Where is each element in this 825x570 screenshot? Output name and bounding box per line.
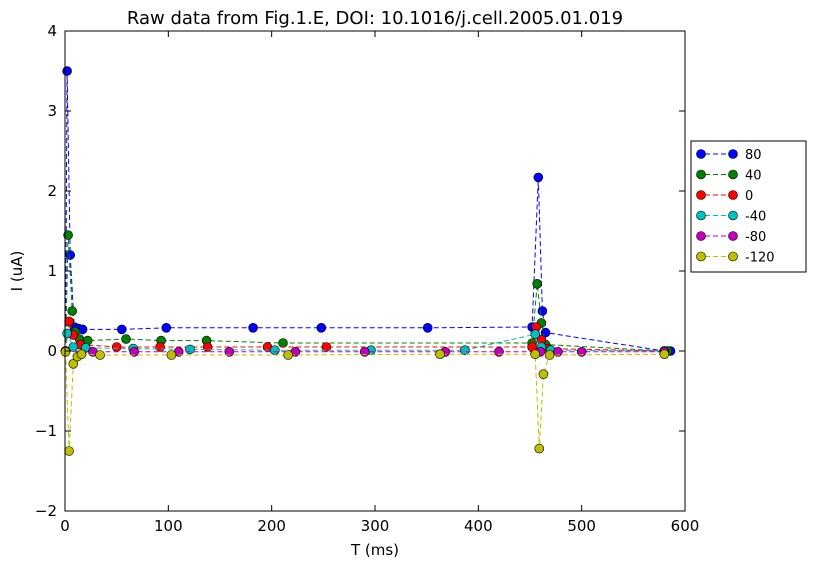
data-point bbox=[359, 346, 370, 357]
legend-label: -120 bbox=[745, 251, 775, 266]
x-tick-label: 300 bbox=[361, 517, 390, 535]
data-point bbox=[68, 342, 79, 352]
data-point bbox=[155, 342, 165, 352]
x-tick-label: 200 bbox=[257, 517, 286, 535]
y-tick-label: −1 bbox=[35, 422, 57, 440]
legend-marker bbox=[696, 169, 706, 180]
y-tick-label: 1 bbox=[47, 262, 57, 280]
data-point bbox=[117, 324, 127, 335]
legend-entry: 40 bbox=[696, 169, 762, 184]
data-point bbox=[129, 346, 139, 357]
data-point bbox=[283, 350, 294, 360]
legend-marker bbox=[728, 149, 738, 159]
data-point bbox=[161, 322, 172, 333]
legend-entry: -80 bbox=[696, 230, 766, 245]
y-tick-label: 4 bbox=[47, 22, 57, 40]
legend-label: 0 bbox=[745, 189, 753, 204]
legend-label: 80 bbox=[745, 148, 762, 163]
data-point bbox=[224, 346, 235, 357]
legend-marker bbox=[728, 251, 738, 262]
data-point bbox=[62, 66, 72, 76]
legend-entry: -120 bbox=[696, 251, 775, 266]
data-point bbox=[64, 446, 74, 456]
legend-label: 40 bbox=[745, 169, 762, 184]
data-point bbox=[553, 346, 563, 357]
data-point bbox=[494, 346, 504, 357]
ticks-layer: 0 100 200 300 400 500 600 −2 −1 0 1 2 3 4 bbox=[35, 22, 699, 535]
legend-entry: -40 bbox=[696, 210, 766, 225]
data-point bbox=[435, 349, 445, 360]
chart-title: Raw data from Fig.1.E, DOI: 10.1016/j.ce… bbox=[127, 8, 623, 29]
data-point bbox=[62, 328, 72, 339]
data-point bbox=[121, 334, 131, 344]
series-layer bbox=[60, 66, 676, 456]
data-point bbox=[316, 322, 327, 333]
y-axis-label: I (uA) bbox=[8, 251, 26, 292]
legend-marker bbox=[696, 251, 706, 262]
legend-box bbox=[690, 140, 807, 273]
y-tick-label: 2 bbox=[47, 182, 57, 200]
legend-label: -40 bbox=[745, 210, 766, 225]
data-point bbox=[460, 345, 470, 356]
data-point bbox=[95, 350, 105, 360]
data-point bbox=[544, 350, 555, 360]
data-point bbox=[269, 345, 280, 356]
data-point bbox=[67, 306, 77, 316]
legend-marker bbox=[728, 231, 738, 241]
data-point bbox=[538, 369, 549, 380]
y-tick-label: 3 bbox=[47, 102, 57, 120]
legend-entry: 0 bbox=[696, 189, 753, 204]
x-tick-label: 0 bbox=[60, 517, 70, 535]
x-tick-label: 500 bbox=[567, 517, 596, 535]
data-point bbox=[537, 306, 548, 316]
x-tick-label: 400 bbox=[464, 517, 493, 535]
data-point bbox=[63, 230, 73, 240]
data-point bbox=[185, 344, 195, 355]
data-point bbox=[76, 349, 87, 360]
data-point bbox=[533, 172, 544, 183]
x-tick-label: 100 bbox=[154, 517, 183, 535]
legend-marker bbox=[728, 210, 738, 221]
data-point bbox=[659, 349, 670, 360]
legend-marker bbox=[728, 190, 738, 200]
y-tick-label: −2 bbox=[35, 502, 57, 520]
legend: 80 40 0 -40 -80 -120 bbox=[690, 140, 807, 273]
data-point bbox=[68, 358, 79, 369]
data-point bbox=[278, 338, 288, 348]
data-point bbox=[576, 346, 587, 357]
data-point bbox=[65, 250, 75, 260]
data-point bbox=[64, 316, 74, 327]
legend-label: -80 bbox=[745, 230, 766, 245]
legend-entry: 80 bbox=[696, 148, 762, 163]
data-point bbox=[422, 322, 433, 333]
data-point bbox=[248, 322, 258, 333]
legend-marker bbox=[728, 169, 738, 180]
data-point bbox=[534, 443, 545, 454]
data-point bbox=[111, 342, 122, 352]
legend-marker bbox=[696, 149, 706, 159]
x-tick-label: 600 bbox=[671, 517, 700, 535]
data-point bbox=[532, 278, 543, 289]
x-axis-label: T (ms) bbox=[350, 541, 399, 559]
series--120 bbox=[60, 346, 670, 456]
data-point bbox=[166, 350, 177, 360]
legend-marker bbox=[696, 190, 706, 200]
legend-marker bbox=[696, 231, 706, 241]
y-tick-label: 0 bbox=[47, 342, 57, 360]
data-point bbox=[202, 342, 213, 352]
data-point bbox=[530, 329, 541, 340]
data-point bbox=[530, 349, 541, 360]
legend-marker bbox=[696, 210, 706, 221]
